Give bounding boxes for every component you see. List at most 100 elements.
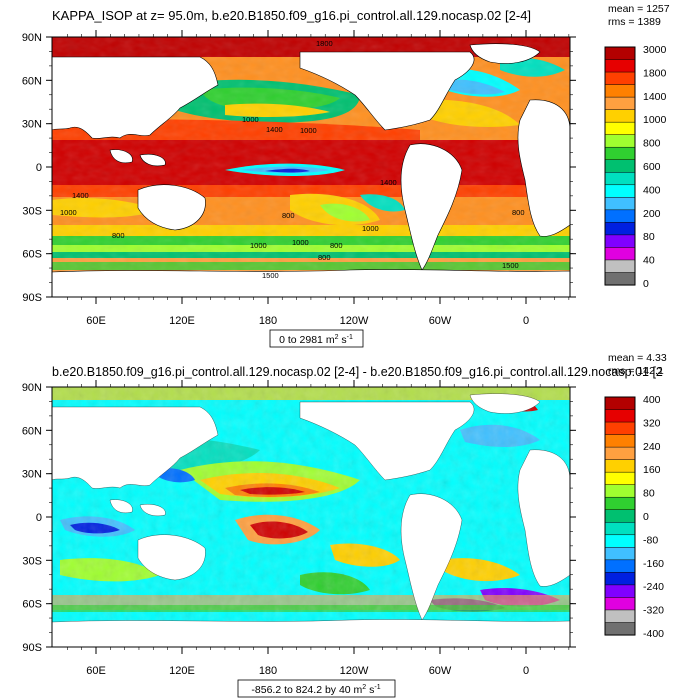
colorbar-label: 1800 <box>643 67 667 79</box>
colorbar-swatch <box>604 184 636 198</box>
colorbar-swatch <box>604 496 636 511</box>
colorbar-label: 600 <box>643 161 661 173</box>
contour-label: 800 <box>330 241 343 250</box>
panel-bottom-range-box <box>237 679 396 698</box>
colorbar-swatch <box>604 534 636 548</box>
panel-bottom: b.e20.B1850.f09_g16.pi_control.all.129.n… <box>22 352 667 698</box>
panel-top-map <box>52 37 570 297</box>
x-tick-label: 180 <box>259 315 277 327</box>
colorbar-swatch <box>604 572 636 586</box>
y-tick-label: 0 <box>36 162 42 174</box>
colorbar-swatch <box>604 597 636 611</box>
x-tick-label: 120W <box>340 665 369 677</box>
colorbar-swatch <box>604 134 636 148</box>
colorbar-label: 0 <box>643 511 649 523</box>
y-tick-label: 60N <box>22 75 42 87</box>
contour-label: 1000 <box>250 241 267 250</box>
colorbar-swatch <box>604 259 636 274</box>
colorbar-label: 0 <box>643 278 649 290</box>
contour-label: 1000 <box>292 238 309 247</box>
colorbar-swatch <box>604 509 636 523</box>
colorbar-label: 800 <box>643 138 661 150</box>
colorbar-swatch <box>604 84 636 98</box>
colorbar-swatch <box>604 396 636 411</box>
panel-bottom-range-label: -856.2 to 824.2 by 40 m2 s-1 <box>251 684 380 696</box>
colorbar-swatch <box>604 46 636 61</box>
colorbar-swatch <box>604 547 636 561</box>
y-tick-label: 60S <box>22 249 42 261</box>
colorbar-swatch <box>604 247 636 261</box>
x-tick-label: 60E <box>86 315 106 327</box>
colorbar-label: 200 <box>643 208 661 220</box>
colorbar-label: 40 <box>643 255 655 267</box>
colorbar-swatch <box>604 609 636 624</box>
colorbar-swatch <box>604 121 636 136</box>
colorbar-label: -400 <box>643 628 664 640</box>
colorbar-swatch <box>604 622 636 636</box>
colorbar-swatch <box>604 71 636 86</box>
y-tick-label: 60S <box>22 599 42 611</box>
colorbar-frame <box>604 46 636 286</box>
panel-top-land <box>51 43 571 298</box>
contour-label: 800 <box>282 211 295 220</box>
colorbar-swatch <box>604 272 636 286</box>
colorbar-label: 400 <box>643 394 661 406</box>
colorbar-swatch <box>604 471 636 486</box>
y-tick-label: 30N <box>22 119 42 131</box>
colorbar-swatch <box>604 197 636 211</box>
x-tick-label: 120W <box>340 315 369 327</box>
panel-top-rms: rms = 1389 <box>608 16 661 28</box>
contour-label: 800 <box>112 231 125 240</box>
colorbar-swatch <box>604 559 636 573</box>
contour-label: 1500 <box>262 271 279 280</box>
y-tick-label: 90S <box>22 642 42 654</box>
panel-bottom-ticks: 90N 60N 30N 0 30S 60S 90S 60E 120E 180 120W 60W 0 <box>22 380 576 677</box>
colorbar-swatch <box>604 222 636 236</box>
colorbar-swatch <box>604 146 636 161</box>
colorbar-swatch <box>604 421 636 436</box>
colorbar-label: -160 <box>643 558 664 570</box>
colorbar-swatch <box>604 209 636 223</box>
contour-label: 1800 <box>316 39 333 48</box>
colorbar-swatch <box>604 96 636 111</box>
y-tick-label: 90N <box>22 382 42 394</box>
colorbar-label: -320 <box>643 605 664 617</box>
panel-bottom-rms: rms = 142.1 <box>608 365 664 377</box>
panel-bottom-colorbar: 400 320 240 160 80 0 -80 -160 -240 -320 -400 <box>604 394 664 640</box>
x-tick-label: 0 <box>523 315 529 327</box>
panel-top-ticks: 90N 60N 30N 0 30S 60S 90S 60E 120E 180 120W 60W 0 <box>22 30 576 327</box>
panel-top: KAPPA_ISOP at z= 95.0m, b.e20.B1850.f09_… <box>22 3 670 348</box>
contour-label: 1400 <box>72 191 89 200</box>
y-tick-label: 30S <box>22 205 42 217</box>
colorbar-swatch <box>604 434 636 448</box>
colorbar-swatch <box>604 522 636 536</box>
y-tick-label: 90S <box>22 292 42 304</box>
contour-label: 800 <box>512 208 525 217</box>
contour-label: 1000 <box>242 115 259 124</box>
colorbar-swatch <box>604 172 636 186</box>
panel-top-range-label: 0 to 2981 m2 s-1 <box>279 334 353 346</box>
colorbar-label: 3000 <box>643 44 667 56</box>
x-tick-label: 60W <box>429 315 452 327</box>
panel-top-contour-labels: 1800 1400 1000 1000 1400 1400 1000 800 8… <box>60 39 525 280</box>
y-tick-label: 60N <box>22 425 42 437</box>
panel-top-mean: mean = 1257 <box>608 3 670 15</box>
x-tick-label: 180 <box>259 665 277 677</box>
colorbar-label: 160 <box>643 464 661 476</box>
colorbar-swatch <box>604 109 636 123</box>
colorbar-label: 400 <box>643 184 661 196</box>
y-tick-label: 30N <box>22 469 42 481</box>
colorbar-label: 80 <box>643 231 655 243</box>
colorbar-label: 80 <box>643 488 655 500</box>
colorbar-label: -80 <box>643 534 658 546</box>
y-tick-label: 90N <box>22 32 42 44</box>
contour-label: 800 <box>318 253 331 262</box>
contour-label: 1400 <box>266 125 283 134</box>
colorbar-swatch <box>604 459 636 473</box>
colorbar-frame <box>604 396 636 636</box>
colorbar-swatch <box>604 234 636 248</box>
panel-bottom-land <box>51 393 571 648</box>
colorbar-label: 1400 <box>643 91 667 103</box>
